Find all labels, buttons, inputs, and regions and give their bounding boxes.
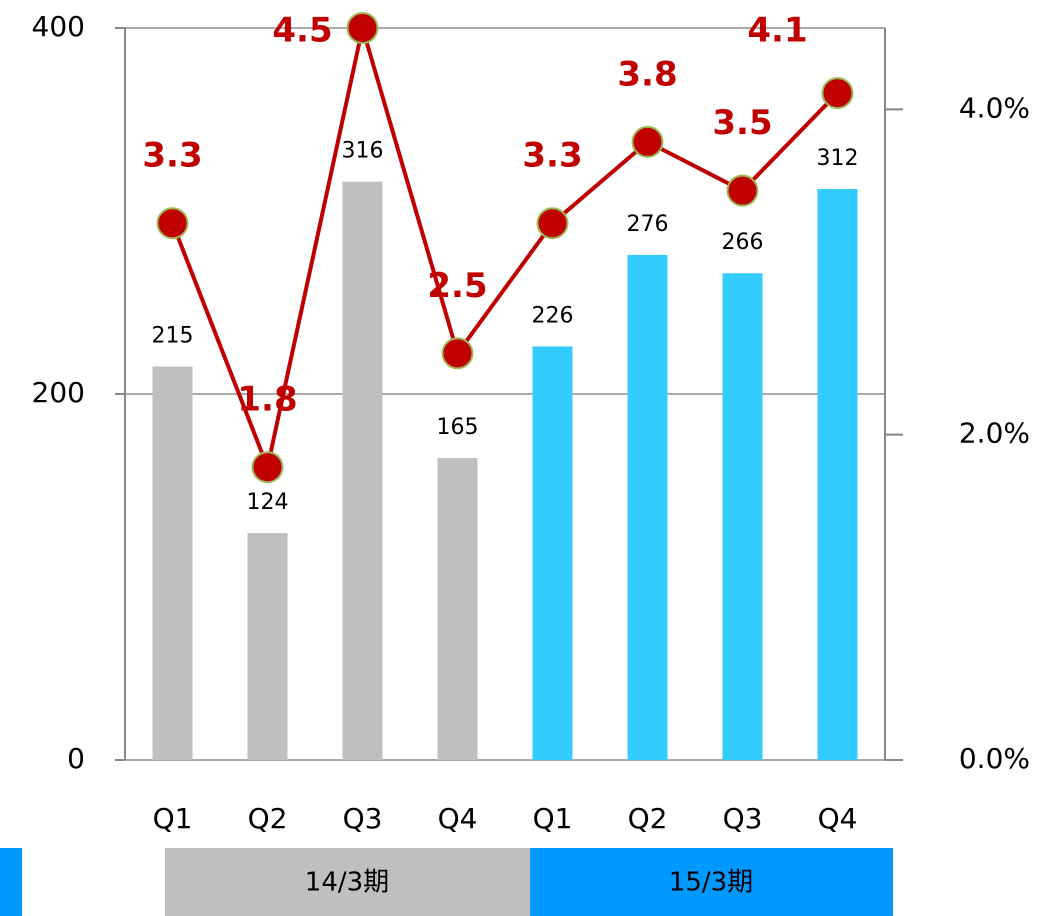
group-label: 14/3期: [305, 868, 389, 898]
bar-value-label: 312: [817, 146, 859, 171]
bar-value-label: 266: [722, 230, 764, 255]
marker: [726, 174, 759, 207]
bar: [817, 189, 858, 761]
x-tick-label: Q4: [818, 802, 858, 835]
marker: [536, 207, 569, 240]
bar: [627, 254, 668, 761]
bar-value-label: 165: [437, 415, 479, 440]
line-value-label: 3.3: [142, 136, 202, 176]
bar: [247, 533, 288, 760]
cropped-box: [0, 848, 22, 916]
x-tick-label: Q1: [153, 802, 193, 835]
y2-tick-label: 0.0%: [959, 742, 1030, 775]
y-tick-label: 200: [32, 376, 85, 409]
line-value-label: 4.1: [747, 11, 807, 51]
bar: [722, 273, 763, 760]
bar-value-label: 124: [247, 490, 289, 515]
line-value-label: 3.5: [712, 103, 772, 143]
marker: [441, 337, 474, 370]
x-tick-label: Q3: [723, 802, 763, 835]
bar-value-label: 215: [152, 324, 194, 349]
x-tick-label: Q1: [533, 802, 573, 835]
group-box: [530, 848, 893, 916]
y2-tick-label: 4.0%: [959, 91, 1030, 124]
x-tick-label: Q2: [628, 802, 668, 835]
bar-value-label: 316: [342, 139, 384, 164]
y-tick-label: 0: [67, 742, 85, 775]
bar: [152, 366, 193, 760]
bar: [437, 458, 478, 760]
bar-value-label: 226: [532, 303, 574, 328]
marker: [821, 77, 854, 110]
line-value-label: 3.8: [617, 54, 677, 94]
line-value-label: 1.8: [237, 380, 297, 420]
marker: [251, 451, 284, 484]
marker: [631, 125, 664, 158]
x-tick-label: Q4: [438, 802, 478, 835]
line-value-label: 2.5: [427, 266, 487, 306]
group-box: [165, 848, 530, 916]
line: [170, 27, 839, 475]
bar: [342, 181, 383, 761]
bar: [532, 346, 573, 760]
line-value-label: 3.3: [522, 136, 582, 176]
marker: [156, 207, 189, 240]
x-tick-label: Q2: [248, 802, 288, 835]
y2-tick-label: 2.0%: [959, 417, 1030, 450]
bar-value-label: 276: [627, 212, 669, 237]
line-value-label: 4.5: [272, 11, 332, 51]
x-tick-label: Q3: [343, 802, 383, 835]
group-label: 15/3期: [669, 868, 753, 898]
y-tick-label: 400: [32, 10, 85, 43]
marker: [346, 12, 379, 44]
